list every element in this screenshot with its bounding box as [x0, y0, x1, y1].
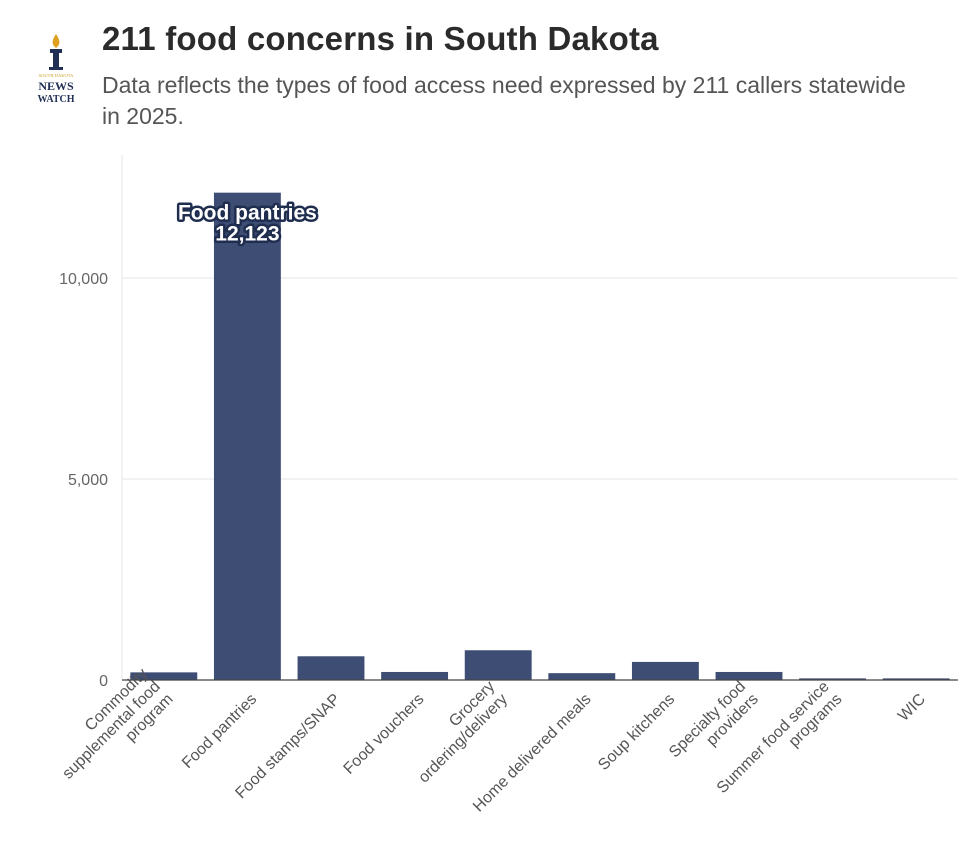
x-category-label: Food vouchers — [341, 691, 428, 778]
bar — [631, 661, 699, 680]
x-category-label: Food pantries — [179, 691, 260, 772]
logo-state-text: SOUTH DAKOTA — [39, 73, 75, 78]
x-category-label-line: Soup kitchens — [595, 691, 678, 774]
x-category-label: Commoditysupplemental foodprogram — [47, 665, 177, 795]
bar — [464, 650, 532, 680]
x-category-label-line: Food vouchers — [341, 691, 428, 778]
x-category-label: Soup kitchens — [595, 691, 678, 774]
chart-title: 211 food concerns in South Dakota — [102, 20, 659, 57]
y-tick-label: 10,000 — [59, 271, 108, 288]
logo-news-text: NEWS — [38, 79, 74, 93]
y-tick-label: 0 — [99, 673, 108, 690]
x-category-label-line: Food pantries — [179, 691, 260, 772]
annotation-category-label: Food pantries — [178, 202, 317, 225]
y-tick-label: 5,000 — [68, 472, 108, 489]
bar — [799, 678, 867, 680]
annotation-value-label: 12,123 — [215, 223, 279, 246]
bar — [381, 671, 449, 680]
x-category-label: WIC — [895, 691, 929, 725]
x-category-label-line: WIC — [895, 691, 929, 725]
bar — [297, 656, 365, 680]
bar — [548, 673, 616, 680]
bar — [213, 192, 281, 680]
chart-subtitle: Data reflects the types of food access n… — [102, 72, 906, 129]
bar — [130, 672, 198, 680]
south-dakota-news-watch-logo: SOUTH DAKOTA NEWS WATCH — [37, 34, 75, 105]
bar — [882, 678, 950, 680]
logo-watch-text: WATCH — [37, 94, 74, 105]
bar — [715, 671, 783, 680]
